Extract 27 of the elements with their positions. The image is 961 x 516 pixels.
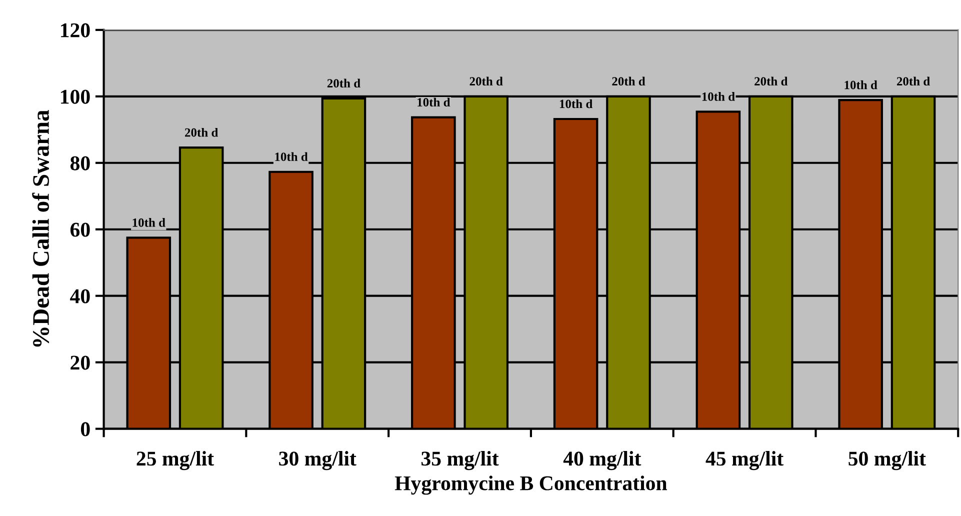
x-tick-label: 45 mg/lit [706,451,784,470]
text: 20th d [754,76,788,86]
x-tick-label: 40 mg/lit [563,451,642,470]
y-tick-label: 20 [70,356,90,370]
y-tick-label: 60 [70,222,90,237]
text: 10th d [844,80,878,90]
text: 10th d [560,99,593,108]
text: 10th d [418,98,450,106]
series-label: 10th d [132,218,166,227]
x-tick-label: 30 mg/lit [279,451,356,470]
text: 20th d [612,76,646,86]
text: 10th d [702,92,735,101]
y-tick-label: 80 [70,156,90,170]
text: 10th d [275,152,308,162]
series-label: 20th d [185,128,218,137]
y-tick-label: 100 [61,90,90,104]
y-tick-label: 40 [70,289,90,304]
x-tick-label: 35 mg/lit [421,451,499,470]
y-tick-label: 0 [80,422,90,436]
text: 20th d [327,78,360,88]
x-axis-title: Hygromycine B Concentration [394,476,668,495]
x-tick-label: 25 mg/lit [136,451,214,470]
x-tick-label: 50 mg/lit [848,451,926,470]
y-tick-label: 120 [61,23,90,38]
text: 20th d [470,76,503,86]
text: 20th d [896,76,930,86]
y-axis-title: %Dead Calli of Swarna [32,110,50,347]
